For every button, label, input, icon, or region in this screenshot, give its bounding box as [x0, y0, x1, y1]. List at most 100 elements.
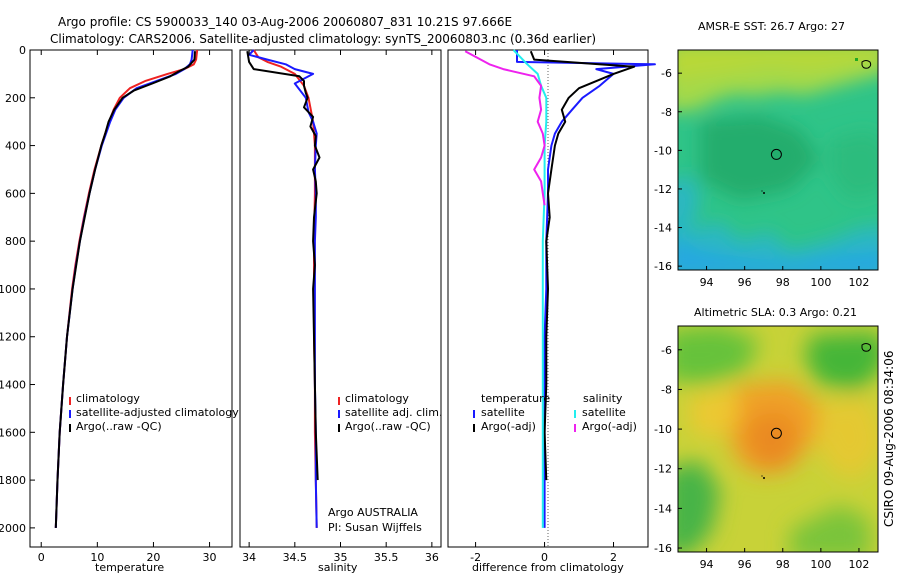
- legend-label: satellite: [582, 406, 626, 419]
- legend-label: climatology: [76, 392, 140, 405]
- y-tick-label: -8: [661, 383, 672, 396]
- y-tick-label: 600: [5, 187, 26, 200]
- side-timestamp: CSIRO 09-Aug-2006 08:34:06: [882, 351, 896, 527]
- y-tick-label: -12: [654, 183, 672, 196]
- y-tick-label: 1800: [0, 474, 26, 487]
- x-tick-label: 94: [700, 276, 714, 289]
- coast-dot: [763, 192, 765, 194]
- coast-dot: [763, 477, 765, 479]
- series-line-temperature-0: [54, 49, 199, 528]
- y-tick-label: -10: [654, 144, 672, 157]
- x-tick-label: 10: [90, 551, 104, 564]
- x-tick-label: 0: [38, 551, 45, 564]
- series-line-temperature-1: [54, 49, 194, 528]
- y-tick-label: 1000: [0, 283, 26, 296]
- temperature-xlabel: temperature: [95, 561, 164, 574]
- salinity-legend: climatology satellite adj. clim. Argo(..…: [338, 392, 442, 433]
- sst-map-panel: AMSR-E SST: 26.7 Argo: 27 94 96 98 100 102 -6…: [654, 20, 879, 289]
- x-tick-label: -2: [470, 551, 481, 564]
- y-tick-label: 200: [5, 92, 26, 105]
- island-outline: [861, 343, 872, 352]
- difference-legend-salinity: salinity satellite Argo(-adj): [574, 392, 637, 433]
- series-line-difference-0: [516, 50, 656, 528]
- y-tick-label: 800: [5, 235, 26, 248]
- sst-map-axes: [677, 49, 879, 271]
- legend-header: salinity: [583, 392, 623, 405]
- coast-dot: [761, 190, 763, 192]
- legend-label: Argo(-adj): [481, 420, 536, 433]
- sla-map-title: Altimetric SLA: 0.3 Argo: 0.21: [694, 306, 857, 319]
- y-tick-label: 1600: [0, 426, 26, 439]
- argo-position-marker: [770, 427, 782, 439]
- sla-map-axes: [677, 325, 879, 553]
- x-tick-label: 35.5: [374, 551, 399, 564]
- legend-label: Argo(..raw -QC): [345, 420, 431, 433]
- x-tick-label: 102: [848, 276, 869, 289]
- legend-label: satellite: [481, 406, 525, 419]
- legend-label: Argo(-adj): [582, 420, 637, 433]
- x-tick-label: 96: [738, 558, 752, 571]
- sla-map-panel: Altimetric SLA: 0.3 Argo: 0.21 94 96 98 100…: [654, 306, 879, 571]
- sla-heatmap: [678, 326, 878, 552]
- y-tick-label: -16: [654, 542, 672, 555]
- y-tick-label: 1200: [0, 331, 26, 344]
- y-tick-label: -10: [654, 423, 672, 436]
- x-tick-label: 34: [242, 551, 256, 564]
- x-tick-label: 98: [776, 558, 790, 571]
- y-tick-label: -8: [661, 106, 672, 119]
- difference-legend-temperature: temperature satellite Argo(-adj): [473, 392, 550, 433]
- series-line-salinity-1: [248, 49, 318, 528]
- header-line-2: Climatology: CARS2006. Satellite-adjuste…: [50, 32, 596, 46]
- salinity-axes: [239, 49, 442, 548]
- sst-heatmap: [678, 50, 878, 270]
- y-tick-label: -16: [654, 260, 672, 273]
- legend-label: satellite-adjusted climatology: [76, 406, 239, 419]
- x-tick-label: 0: [541, 551, 548, 564]
- temperature-legend: climatology satellite-adjusted climatolo…: [69, 392, 239, 433]
- float-owner: Argo AUSTRALIA: [328, 506, 418, 519]
- legend-label: climatology: [345, 392, 409, 405]
- series-line-difference-3: [464, 50, 546, 206]
- y-tick-label: 2000: [0, 522, 26, 535]
- y-tick-label: 0: [19, 44, 26, 57]
- header-line-1: Argo profile: CS 5900033_140 03-Aug-2006…: [58, 15, 512, 29]
- x-tick-label: 20: [146, 551, 160, 564]
- legend-label: satellite adj. clim.: [345, 406, 442, 419]
- difference-panel: -2 0 2 difference from climatology tempera…: [447, 49, 656, 574]
- series-line-difference-1: [529, 50, 636, 481]
- salinity-xlabel: salinity: [318, 561, 358, 574]
- x-tick-label: 100: [810, 558, 831, 571]
- float-pi: PI: Susan Wijffels: [328, 521, 422, 534]
- x-tick-label: 100: [810, 276, 831, 289]
- difference-xlabel: difference from climatology: [472, 561, 624, 574]
- y-tick-label: -12: [654, 463, 672, 476]
- coast-dot: [761, 475, 763, 477]
- x-tick-label: 35: [334, 551, 348, 564]
- x-tick-label: 36: [425, 551, 439, 564]
- y-tick-label: 400: [5, 140, 26, 153]
- x-tick-label: 30: [203, 551, 217, 564]
- x-tick-label: 2: [610, 551, 617, 564]
- legend-header: temperature: [481, 392, 550, 405]
- series-line-salinity-2: [246, 51, 321, 481]
- argo-position-marker: [770, 148, 782, 160]
- y-tick-label: -14: [654, 502, 672, 515]
- y-tick-label: -6: [661, 67, 672, 80]
- salinity-panel: 34 34.5 35 35.5 36 salinity climatology sate…: [239, 49, 442, 574]
- x-tick-label: 94: [700, 558, 714, 571]
- island-marker: [855, 58, 858, 61]
- x-tick-label: 96: [738, 276, 752, 289]
- island-outline: [861, 60, 872, 69]
- series-line-difference-2: [512, 49, 548, 528]
- y-tick-label: -6: [661, 344, 672, 357]
- legend-label: Argo(..raw -QC): [76, 420, 162, 433]
- y-tick-label: -14: [654, 222, 672, 235]
- x-tick-label: 98: [776, 276, 790, 289]
- temperature-axes: [29, 49, 233, 548]
- x-tick-label: 102: [848, 558, 869, 571]
- temperature-panel: 0 10 20 30 0 200 400 600 800 1000 1200 1400 1600 1800…: [0, 44, 239, 574]
- y-tick-label: 1400: [0, 379, 26, 392]
- x-tick-label: 34.5: [283, 551, 308, 564]
- sst-map-title: AMSR-E SST: 26.7 Argo: 27: [698, 20, 845, 33]
